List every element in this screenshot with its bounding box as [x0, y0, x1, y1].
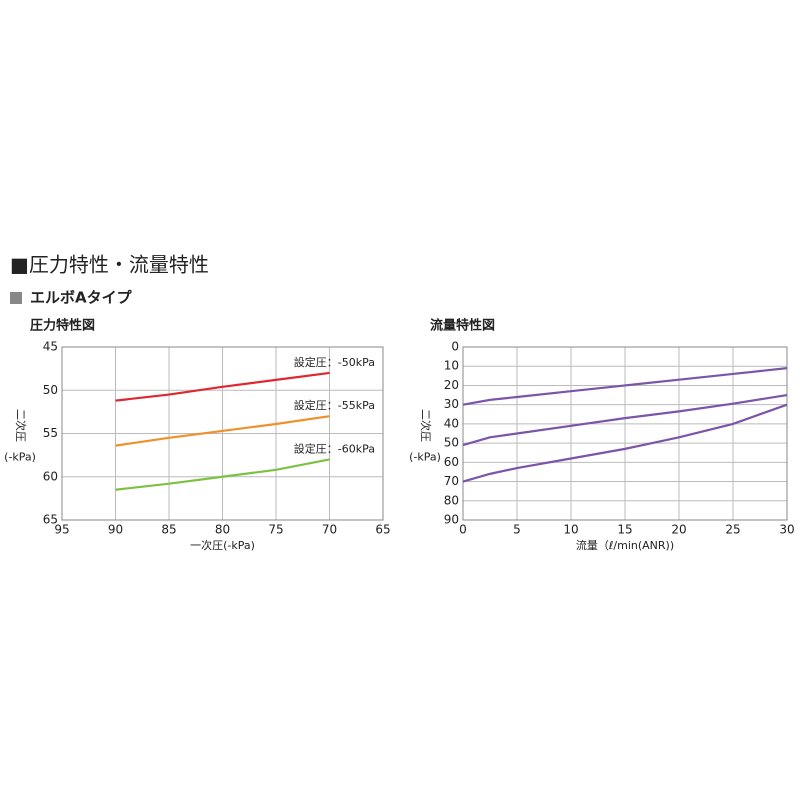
x-tick-label: 95 [54, 523, 69, 537]
plot-frame [462, 346, 788, 521]
series-line [115, 415, 330, 447]
y-tick-label: 20 [444, 378, 459, 392]
x-tick-label: 70 [322, 523, 337, 537]
y-tick-label: 40 [444, 416, 459, 430]
subtitle: エルボAタイプ [30, 289, 133, 307]
x-tick-label: 80 [215, 523, 230, 537]
x-tick-label: 30 [779, 523, 794, 537]
x-tick-label: 15 [617, 523, 632, 537]
series-line [115, 458, 330, 491]
y-tick-label: 0 [451, 340, 459, 354]
x-tick-label: 85 [161, 523, 176, 537]
y-tick-label: 10 [444, 359, 459, 373]
series-label: 設定圧：-60kPa [294, 441, 375, 455]
x-tick-label: 5 [513, 523, 521, 537]
x-tick-label: 25 [725, 523, 740, 537]
y-axis-label: 二次圧 [419, 409, 433, 442]
page-title: ■圧力特性・流量特性 [10, 253, 209, 277]
y-tick-label: 60 [444, 455, 459, 469]
chart-title: 流量特性図 [430, 318, 495, 334]
series-label: 設定圧：-50kPa [294, 355, 375, 369]
y-axis-unit: (-kPa) [409, 451, 441, 464]
series-line [462, 403, 788, 483]
series-line [462, 367, 788, 406]
y-tick-label: 60 [43, 469, 58, 483]
x-tick-label: 75 [268, 523, 283, 537]
y-axis-label: 二次圧 [14, 409, 28, 442]
bullet [10, 292, 22, 304]
x-axis-label: 一次圧(-kPa) [190, 538, 255, 552]
y-tick-label: 80 [444, 493, 459, 507]
y-tick-label: 50 [43, 383, 58, 397]
series-line [462, 393, 788, 447]
x-tick-label: 90 [108, 523, 123, 537]
x-tick-label: 20 [671, 523, 686, 537]
y-tick-label: 50 [444, 436, 459, 450]
x-tick-label: 65 [375, 523, 390, 537]
series-label: 設定圧：-55kPa [294, 398, 375, 412]
chart-title: 圧力特性図 [30, 318, 95, 334]
y-tick-label: 65 [43, 513, 58, 527]
y-axis-unit: (-kPa) [4, 451, 36, 464]
y-tick-label: 70 [444, 474, 459, 488]
y-tick-label: 55 [43, 426, 58, 440]
y-tick-label: 30 [444, 397, 459, 411]
x-tick-label: 10 [563, 523, 578, 537]
y-tick-label: 90 [444, 513, 459, 527]
y-tick-label: 45 [43, 340, 58, 354]
x-tick-label: 0 [459, 523, 467, 537]
x-axis-label: 流量（ℓ/min(ANR)) [576, 538, 674, 552]
plot-frame [61, 346, 384, 521]
series-line [115, 371, 330, 402]
